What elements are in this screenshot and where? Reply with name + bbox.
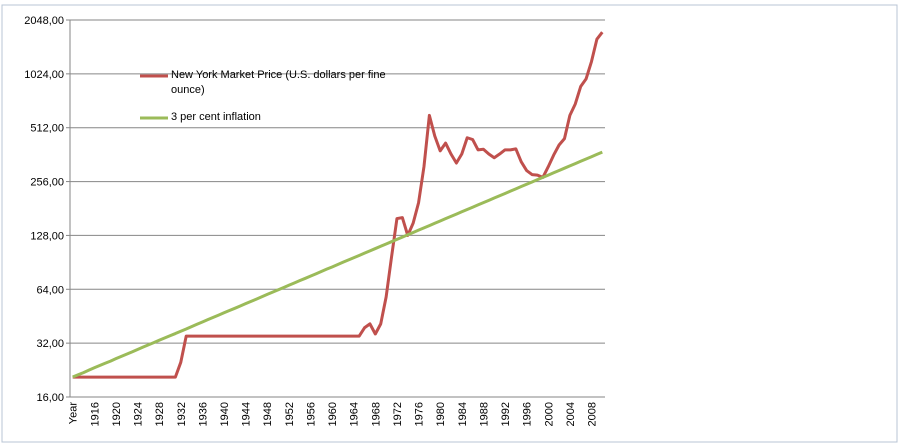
y-tick-label: 16,00	[36, 392, 64, 404]
x-tick-label: 1916	[89, 402, 101, 426]
x-tick-label: 1964	[349, 402, 361, 426]
y-tick-label: 256,00	[30, 177, 64, 189]
x-tick-label: 1972	[392, 402, 404, 426]
x-tick-label: 1940	[219, 402, 231, 426]
legend-label: New York Market Price (U.S. dollars per …	[171, 69, 386, 96]
x-tick-label: 2004	[565, 402, 577, 426]
y-tick-label: 32,00	[36, 338, 64, 350]
y-tick-label: 64,00	[36, 284, 64, 296]
legend-label: 3 per cent inflation	[171, 111, 261, 123]
series-line	[72, 150, 603, 379]
series-line	[72, 31, 604, 379]
x-tick-label: 1952	[284, 402, 296, 426]
x-tick-label: 1920	[111, 402, 123, 426]
x-tick-label: 1996	[522, 402, 534, 426]
y-tick-label: 2048,00	[24, 15, 64, 27]
x-tick-label: 1980	[435, 402, 447, 426]
y-tick-label: 128,00	[30, 230, 64, 242]
x-tick-label: 1968	[370, 402, 382, 426]
chart-frame	[1, 4, 898, 443]
x-tick-label: 1944	[241, 402, 253, 426]
x-tick-label: 1956	[305, 402, 317, 426]
x-tick-label: 1948	[262, 402, 274, 426]
x-tick-label: 1924	[133, 402, 145, 426]
x-tick-label: 2000	[543, 402, 555, 426]
x-tick-label: 1976	[414, 402, 426, 426]
x-tick-label: 1988	[478, 402, 490, 426]
y-tick-label: 512,00	[30, 123, 64, 135]
x-tick-label: 1992	[500, 402, 512, 426]
x-tick-label: 1936	[197, 402, 209, 426]
x-tick-label: 1984	[457, 402, 469, 426]
x-tick-label: 2008	[586, 402, 598, 426]
x-tick-label: 1960	[327, 402, 339, 426]
x-tick-label: Year	[68, 402, 80, 425]
x-tick-label: 1928	[154, 402, 166, 426]
y-tick-label: 1024,00	[24, 69, 64, 81]
x-tick-label: 1932	[176, 402, 188, 426]
